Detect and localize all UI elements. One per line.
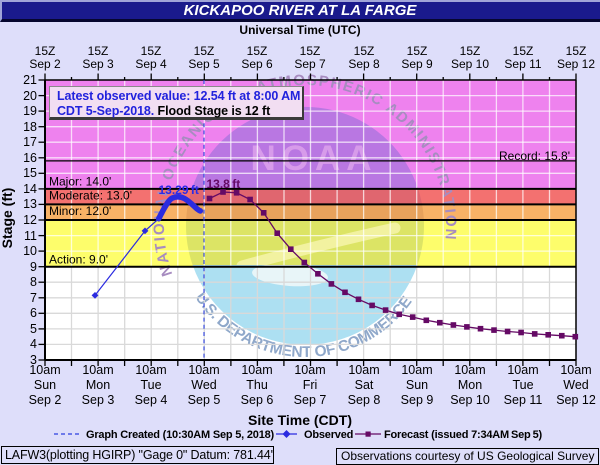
svg-text:Minor: 12.0': Minor: 12.0' — [49, 204, 111, 218]
svg-text:Action: 9.0': Action: 9.0' — [49, 253, 108, 267]
svg-text:NOAA: NOAA — [250, 139, 377, 178]
svg-text:13.8 ft: 13.8 ft — [207, 177, 241, 191]
svg-text:13.29 ft: 13.29 ft — [159, 183, 199, 197]
svg-text:Moderate: 13.0': Moderate: 13.0' — [49, 189, 132, 203]
svg-text:Record: 15.8': Record: 15.8' — [499, 149, 570, 163]
svg-text:Major: 14.0': Major: 14.0' — [49, 175, 111, 189]
